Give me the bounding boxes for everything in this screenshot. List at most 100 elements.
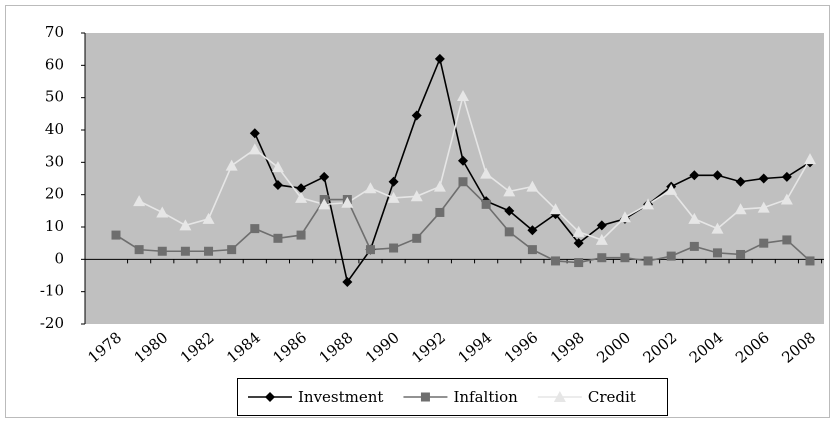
x-tick-label: 1988 [316, 328, 357, 366]
marker [410, 190, 423, 202]
marker [319, 171, 330, 182]
marker [388, 176, 399, 187]
marker [248, 143, 261, 155]
marker [157, 246, 167, 256]
marker [665, 183, 678, 195]
y-tick-label: 0 [54, 249, 64, 267]
marker [457, 90, 469, 102]
marker [318, 198, 331, 210]
marker [712, 170, 723, 181]
marker [296, 183, 307, 194]
marker [179, 219, 192, 231]
marker [111, 230, 121, 240]
x-tick-label: 2008 [778, 328, 819, 366]
x-tick-label: 1996 [501, 328, 542, 366]
marker [759, 238, 769, 248]
marker [272, 179, 283, 190]
marker [480, 167, 493, 179]
marker [273, 233, 283, 243]
x-tick-label: 1978 [84, 328, 125, 366]
marker [365, 245, 375, 255]
y-tick-label: -20 [40, 314, 64, 332]
marker [481, 199, 491, 209]
marker [527, 225, 538, 236]
marker [735, 176, 746, 187]
x-tick-label: 1992 [408, 328, 449, 366]
marker [526, 180, 539, 192]
marker [689, 241, 699, 251]
marker [420, 392, 430, 402]
marker [133, 195, 146, 207]
chart-border [5, 5, 830, 418]
y-tick-label: 60 [45, 55, 64, 73]
y-tick-label: 40 [45, 120, 64, 138]
x-tick-label: 1984 [223, 328, 264, 366]
marker [553, 391, 566, 402]
marker [781, 171, 792, 182]
y-tick-label: 10 [45, 217, 64, 235]
marker [411, 110, 422, 121]
y-tick-label: -10 [40, 282, 64, 300]
x-tick-label: 2006 [732, 328, 773, 366]
marker [227, 245, 237, 255]
legend-box [237, 378, 668, 416]
marker [458, 177, 468, 187]
marker [250, 224, 260, 234]
marker [711, 222, 724, 234]
marker [688, 212, 701, 224]
marker [549, 203, 562, 215]
marker [595, 233, 608, 245]
marker [804, 153, 816, 165]
marker [249, 128, 260, 139]
marker [458, 155, 468, 166]
marker [342, 276, 353, 287]
marker [134, 245, 144, 255]
y-tick-label: 70 [45, 23, 64, 41]
x-tick-label: 1986 [269, 328, 310, 366]
marker [225, 159, 238, 171]
marker [204, 246, 214, 256]
marker [341, 196, 354, 208]
x-tick-label: 1982 [177, 328, 218, 366]
marker [434, 53, 445, 64]
marker [156, 206, 169, 218]
marker [689, 170, 700, 181]
marker [433, 180, 446, 192]
y-tick-label: 20 [45, 185, 64, 203]
marker [620, 253, 630, 263]
marker [758, 173, 769, 184]
marker [503, 185, 516, 197]
marker [387, 191, 400, 203]
marker [736, 249, 746, 259]
marker [435, 207, 445, 217]
marker [295, 191, 308, 203]
marker [780, 193, 793, 205]
marker [757, 201, 770, 213]
x-tick-label: 2004 [686, 328, 727, 366]
marker [618, 211, 631, 223]
marker [202, 212, 215, 224]
marker [412, 233, 422, 243]
marker [504, 227, 514, 237]
x-tick-label: 1998 [547, 328, 588, 366]
marker [527, 245, 537, 255]
marker [364, 182, 377, 194]
marker [389, 243, 399, 253]
x-tick-label: 2000 [593, 328, 634, 366]
marker [265, 392, 275, 402]
marker [271, 161, 284, 173]
marker [782, 235, 792, 245]
legend: Investment Infaltion Credit [237, 378, 668, 416]
marker [572, 225, 585, 237]
marker [643, 256, 653, 266]
x-tick-label: 1990 [362, 328, 403, 366]
marker [573, 238, 584, 249]
marker [551, 256, 561, 266]
legend-label: Credit [588, 388, 636, 406]
marker [596, 220, 607, 231]
marker [642, 198, 655, 210]
marker [712, 248, 722, 258]
x-tick-label: 1980 [131, 328, 172, 366]
marker [734, 203, 747, 215]
